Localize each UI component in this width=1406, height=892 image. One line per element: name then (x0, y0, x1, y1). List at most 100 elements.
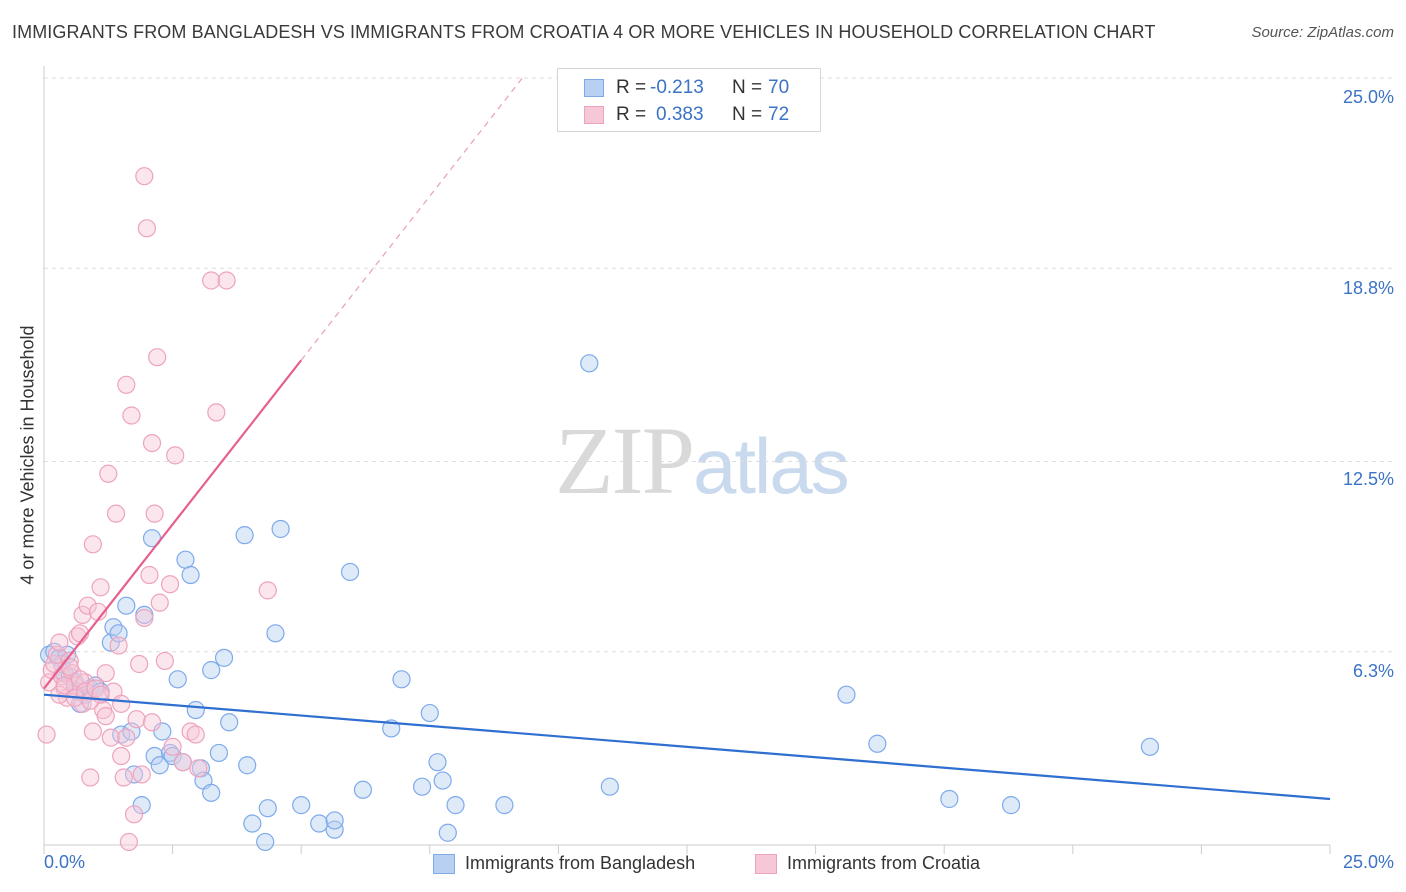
watermark-atlas: atlas (693, 422, 850, 510)
y-tick-label-25: 25.0% (1342, 87, 1394, 107)
data-point (112, 725, 131, 744)
data-point (438, 823, 457, 842)
n-value: 72 (768, 104, 790, 125)
legend: Immigrants from Bangladesh Immigrants fr… (0, 852, 1406, 878)
data-point (148, 348, 167, 367)
data-point (96, 707, 115, 726)
data-point (325, 811, 344, 830)
r-label: R = (616, 77, 647, 98)
data-point (150, 593, 169, 612)
correlation-stats-box: R = -0.213 N = 70 R = 0.383 N = 72 (557, 68, 821, 132)
data-point (235, 526, 254, 545)
data-point (101, 728, 120, 747)
data-point (114, 768, 133, 787)
data-point (600, 777, 619, 796)
data-point (155, 651, 174, 671)
data-point (145, 746, 164, 766)
data-point (122, 406, 141, 425)
trend-lines (43, 77, 1331, 801)
data-point (127, 710, 146, 729)
x-tick-label-min: 0.0% (44, 852, 86, 872)
data-point (135, 608, 154, 628)
data-point (325, 820, 344, 839)
data-point (181, 722, 200, 741)
data-point (310, 814, 329, 833)
data-point (78, 596, 97, 615)
data-point (446, 796, 465, 815)
data-point (76, 673, 95, 692)
data-point (124, 765, 144, 784)
data-point (186, 725, 205, 744)
y-tick-label-6-3: 6.3% (1352, 661, 1394, 681)
data-point (168, 670, 187, 689)
data-point (124, 805, 144, 824)
data-point (176, 550, 195, 569)
data-point (117, 375, 136, 394)
data-point (292, 796, 311, 815)
watermark-zip: ZIP (555, 407, 695, 514)
data-point (76, 682, 95, 701)
data-point (112, 746, 131, 766)
r-value: -0.213 (650, 77, 704, 98)
data-point (150, 756, 169, 775)
data-point (220, 713, 239, 732)
r-value: 0.383 (656, 104, 704, 125)
data-point (1001, 796, 1021, 815)
chart-title: IMMIGRANTS FROM BANGLADESH VS IMMIGRANTS… (12, 22, 1156, 42)
data-point (412, 777, 432, 796)
data-point (91, 578, 110, 597)
series-bangladesh-points (40, 354, 1160, 852)
data-point (266, 624, 285, 643)
legend-swatch-bangladesh (433, 854, 455, 874)
data-point (217, 271, 236, 290)
data-point (99, 464, 118, 483)
data-point (209, 743, 228, 763)
r-label: R = (616, 104, 647, 125)
data-point (153, 722, 172, 741)
data-point (271, 519, 290, 539)
data-point (160, 575, 180, 594)
data-point (256, 832, 275, 852)
data-point (81, 768, 100, 787)
series-croatia-points (37, 167, 277, 852)
data-point (163, 737, 182, 756)
data-point (173, 753, 192, 772)
source-label: Source: ZipAtlas.com (1251, 24, 1394, 41)
trend-line-1 (43, 359, 303, 690)
trend-line-0 (43, 693, 1331, 801)
y-tick-label-18-8: 18.8% (1342, 278, 1394, 298)
data-point (243, 814, 262, 833)
data-point (73, 605, 92, 625)
data-point (117, 728, 136, 747)
data-point (83, 722, 102, 741)
data-point (37, 725, 56, 744)
data-point (145, 504, 164, 523)
data-point (580, 354, 599, 373)
grid-lines (44, 77, 1396, 653)
data-point (50, 633, 69, 652)
data-point (130, 654, 149, 674)
data-point (132, 796, 151, 815)
n-label: N = (732, 104, 763, 125)
data-point (495, 796, 514, 815)
axes (43, 66, 1331, 854)
data-point (258, 799, 277, 818)
data-point (117, 596, 136, 615)
data-point (428, 753, 447, 772)
data-point (207, 403, 226, 422)
y-axis-title: 4 or more Vehicles in Household (17, 325, 38, 585)
n-value: 70 (768, 77, 790, 98)
data-point (106, 504, 126, 523)
data-point (132, 765, 151, 784)
watermark: ZIPatlas (555, 405, 850, 516)
bangladesh-swatch (584, 79, 604, 97)
data-point (1140, 737, 1160, 756)
data-point (166, 446, 185, 465)
data-point (109, 636, 128, 655)
data-point (140, 565, 159, 585)
legend-swatch-croatia (755, 854, 777, 874)
data-point (186, 700, 205, 720)
data-point (433, 771, 452, 790)
data-point (202, 661, 221, 680)
